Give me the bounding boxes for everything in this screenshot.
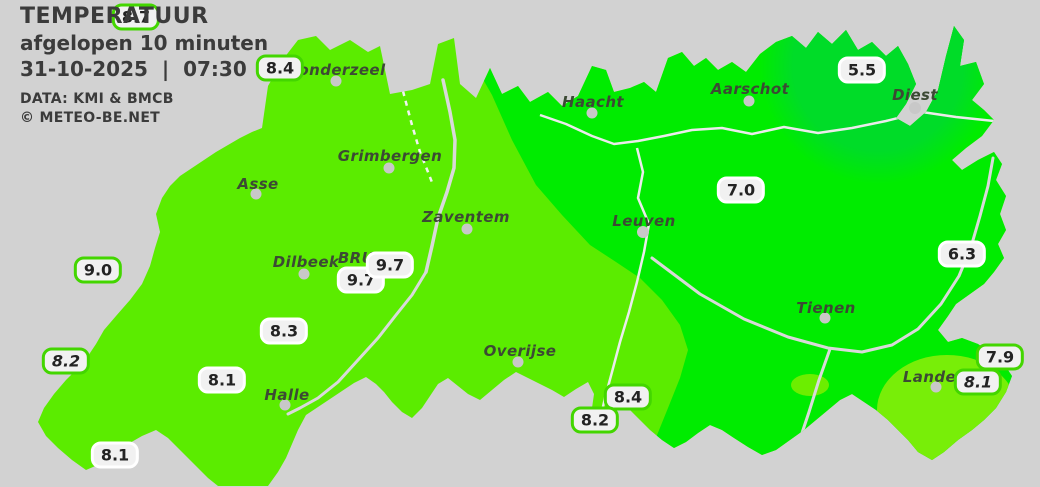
city-label-asse: Asse bbox=[237, 175, 279, 193]
city-dot-zaventem bbox=[461, 223, 473, 235]
temp-badge-southwest: 8.2 bbox=[41, 347, 91, 375]
temp-badge-pajottenland-2: 8.1 bbox=[197, 366, 247, 394]
city-label-tienen: Tienen bbox=[796, 299, 856, 317]
city-dot-tienen bbox=[819, 312, 831, 324]
city-dot-asse bbox=[250, 188, 262, 200]
temp-badge-brussels-1: 9.7 bbox=[365, 251, 415, 279]
city-label-aarschot: Aarschot bbox=[710, 80, 790, 98]
city-dot-overijse bbox=[512, 356, 524, 368]
city-dot-halle bbox=[279, 399, 291, 411]
temp-badge-pajottenland-1: 8.3 bbox=[259, 317, 309, 345]
city-dot-londerzeel bbox=[330, 75, 342, 87]
temp-badge-south-1: 8.4 bbox=[603, 383, 653, 411]
temp-badge-landen-2: 8.1 bbox=[953, 368, 1003, 396]
city-label-leuven: Leuven bbox=[612, 212, 676, 230]
boundary-demer bbox=[539, 110, 1012, 146]
datetime-label: 31-10-2025 | 07:30 bbox=[20, 57, 247, 81]
city-label-overijse: Overijse bbox=[483, 342, 557, 360]
road-leuven-tienen bbox=[650, 156, 995, 354]
page-title: TEMPERATUUR bbox=[20, 4, 209, 29]
city-label-haacht: Haacht bbox=[562, 93, 624, 111]
map-header: TEMPERATUUR afgelopen 10 minuten 31-10-2… bbox=[20, 3, 268, 128]
temp-badge-west: 9.0 bbox=[73, 256, 123, 284]
city-label-halle: Halle bbox=[264, 386, 310, 404]
city-dots bbox=[250, 75, 942, 411]
boundary-leuven bbox=[598, 147, 651, 421]
city-dot-diest bbox=[909, 102, 921, 114]
city-label-landen: Landen bbox=[902, 368, 968, 386]
city-label-grimbergen: Grimbergen bbox=[337, 147, 443, 165]
city-dot-grimbergen bbox=[383, 162, 395, 174]
city-dot-leuven bbox=[637, 226, 649, 238]
copyright-label: © METEO-BE.NET bbox=[20, 110, 161, 126]
map-warm-patch-small bbox=[791, 374, 829, 396]
temp-badge-hageland: 7.0 bbox=[716, 176, 766, 204]
city-dot-landen bbox=[930, 381, 942, 393]
city-label-brussel: BRU bbox=[337, 249, 375, 267]
city-dot-aarschot bbox=[743, 95, 755, 107]
temp-badge-east: 6.3 bbox=[937, 240, 987, 268]
page-subtitle: afgelopen 10 minuten bbox=[20, 31, 269, 55]
road-a12 bbox=[424, 78, 457, 274]
road-to-halle bbox=[286, 270, 428, 416]
city-dot-dilbeek bbox=[298, 268, 310, 280]
data-source-label: DATA: KMI & BMCB bbox=[20, 91, 174, 107]
temp-badge-south-2: 8.2 bbox=[570, 406, 620, 434]
temp-badge-diest: 5.5 bbox=[837, 56, 887, 84]
temp-badge-landen-1: 7.9 bbox=[975, 343, 1025, 371]
temp-badge-brussels-header: 8.7 bbox=[111, 3, 161, 31]
city-label-diest: Diest bbox=[892, 86, 938, 104]
city-label-dilbeek: Dilbeek bbox=[272, 253, 340, 271]
city-label-zaventem: Zaventem bbox=[422, 208, 510, 226]
city-dot-haacht bbox=[586, 107, 598, 119]
city-label-londerzeel: Londerzeel bbox=[288, 61, 386, 79]
temp-badge-bottomleft: 8.1 bbox=[90, 441, 140, 469]
temp-badge-londerzeel: 8.4 bbox=[255, 54, 305, 82]
